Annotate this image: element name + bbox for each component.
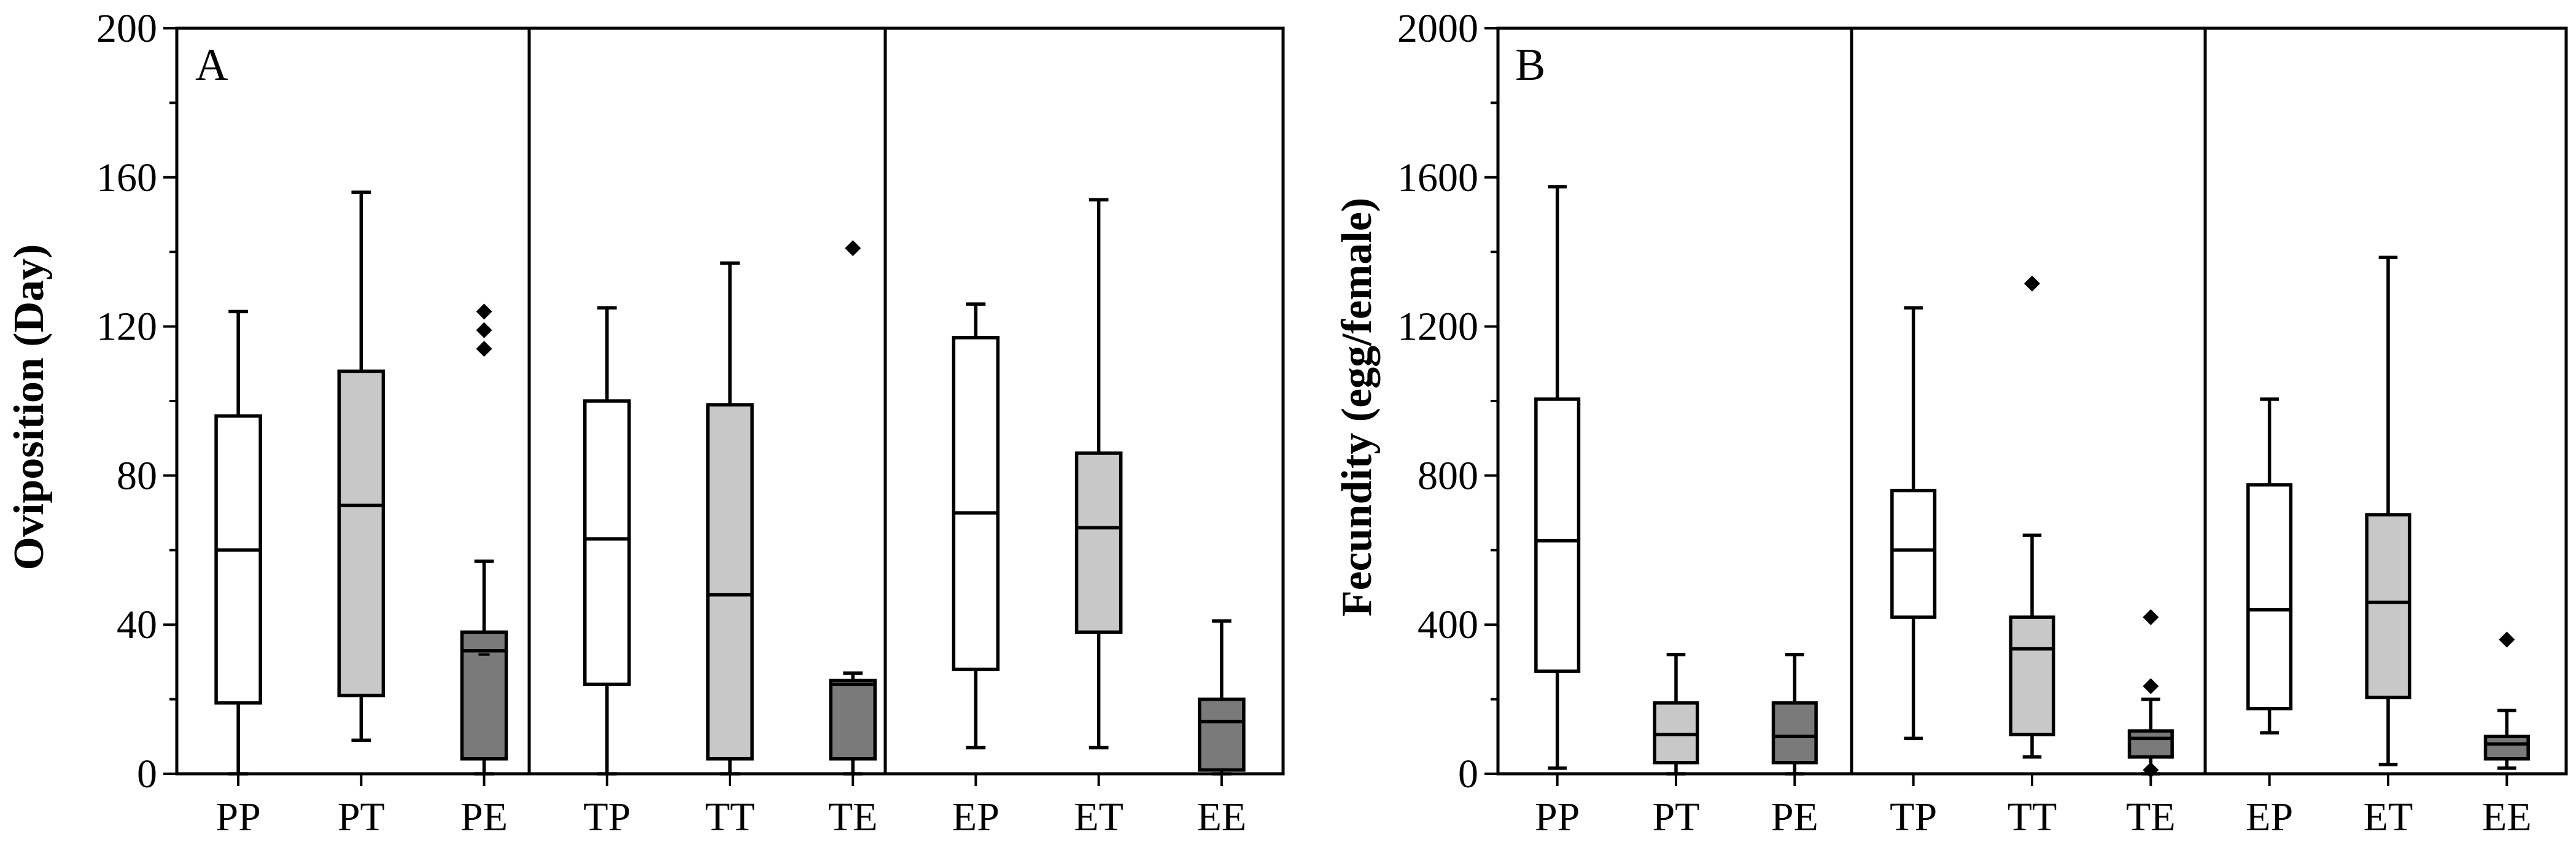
- panel-b-box-pe: [1771, 701, 1818, 765]
- panel-b-box-te: [2127, 729, 2174, 759]
- panel-a-label: A: [195, 40, 228, 90]
- panel-b-outlier-te: [2143, 761, 2159, 778]
- panel-a-outlier-pe: [476, 341, 492, 357]
- panel-a-outlier-pe: [476, 322, 492, 338]
- panel-a-frame: [175, 26, 1285, 776]
- panel-a-box-pp: [214, 414, 262, 705]
- panel-a-box-et: [1074, 451, 1123, 634]
- panel-a-x-label-pe: PE: [460, 795, 508, 839]
- panel-a-x-label-pp: PP: [215, 795, 260, 839]
- panel-b-x-label-tt: TT: [2008, 795, 2057, 839]
- panel-b-x-label-et: ET: [2364, 795, 2413, 839]
- panel-a-outlier-te: [845, 240, 861, 257]
- panel-b-outlier-te: [2143, 609, 2159, 626]
- panel-a: A Oviposition (Day) 0 40 80 120 160 200 PP PT PE…: [6, 6, 1285, 839]
- panel-b-box-et: [2365, 513, 2411, 699]
- panel-b: B Fecundity (egg/female) 0 400 800 1200 1600…: [1333, 6, 2568, 839]
- panel-b-box-tp: [1890, 488, 1937, 619]
- panel-b-x-label-pt: PT: [1652, 795, 1699, 839]
- panel-b-x-label-pe: PE: [1771, 795, 1818, 839]
- panel-a-y-tick-label: 200: [96, 6, 157, 51]
- panel-a-y-tick-label: 160: [96, 155, 157, 200]
- panel-b-y-tick-label: 0: [1458, 752, 1478, 797]
- panel-b-frame: [1496, 26, 2568, 776]
- panel-a-x-label-te: TE: [828, 795, 878, 839]
- panel-a-x-label-tt: TT: [705, 795, 755, 839]
- panel-a-y-tick-label: 120: [96, 305, 157, 349]
- panel-a-x-label-ep: EP: [952, 795, 999, 839]
- panel-a-box-pt: [337, 369, 386, 698]
- panel-a-outlier-pe: [476, 303, 492, 320]
- panel-a-y-tick-label: 40: [117, 602, 157, 647]
- panel-b-box-tt: [2009, 615, 2055, 737]
- panel-b-box-pt: [1653, 701, 1699, 765]
- panel-a-x-label-tp: TP: [583, 795, 630, 839]
- panel-b-label: B: [1515, 40, 1545, 90]
- panel-a-box-ee: [1198, 697, 1246, 772]
- panel-a-box-pe: [460, 630, 508, 761]
- panel-a-y-axis-title: Oviposition (Day): [6, 244, 53, 571]
- panel-b-box-ep: [2246, 483, 2293, 711]
- panel-b-x-label-ee: EE: [2482, 795, 2532, 839]
- panel-b-x-label-pp: PP: [1535, 795, 1580, 839]
- panel-a-y-tick-label: 0: [137, 752, 157, 797]
- panel-a-x-label-pt: PT: [338, 795, 385, 839]
- panel-b-y-tick-label: 1200: [1397, 305, 1478, 349]
- panel-a-x-label-et: ET: [1074, 795, 1123, 839]
- panel-a-box-ep: [952, 336, 1000, 671]
- panel-a-y-tick-label: 80: [117, 453, 157, 498]
- panel-b-y-tick-label: 1600: [1397, 155, 1478, 200]
- panel-b-y-tick-label: 2000: [1397, 6, 1478, 51]
- panel-b-box-pp: [1534, 397, 1581, 673]
- panel-a-box-tp: [583, 399, 631, 687]
- panel-b-box-ee: [2483, 734, 2530, 761]
- panel-b-y-tick-label: 400: [1418, 602, 1478, 647]
- panel-a-box-te: [829, 679, 877, 761]
- panel-b-outlier-tt: [2024, 275, 2040, 292]
- panel-b-x-label-tp: TP: [1890, 795, 1937, 839]
- panel-b-x-label-ep: EP: [2246, 795, 2293, 839]
- panel-b-y-tick-label: 800: [1418, 453, 1478, 498]
- panel-a-box-tt: [706, 403, 754, 761]
- panel-b-x-label-te: TE: [2126, 795, 2176, 839]
- panel-b-outlier-ee: [2499, 631, 2515, 648]
- panel-b-outlier-te: [2143, 678, 2159, 695]
- panel-b-y-axis-title: Fecundity (egg/female): [1333, 198, 1381, 617]
- panel-a-x-label-ee: EE: [1197, 795, 1247, 839]
